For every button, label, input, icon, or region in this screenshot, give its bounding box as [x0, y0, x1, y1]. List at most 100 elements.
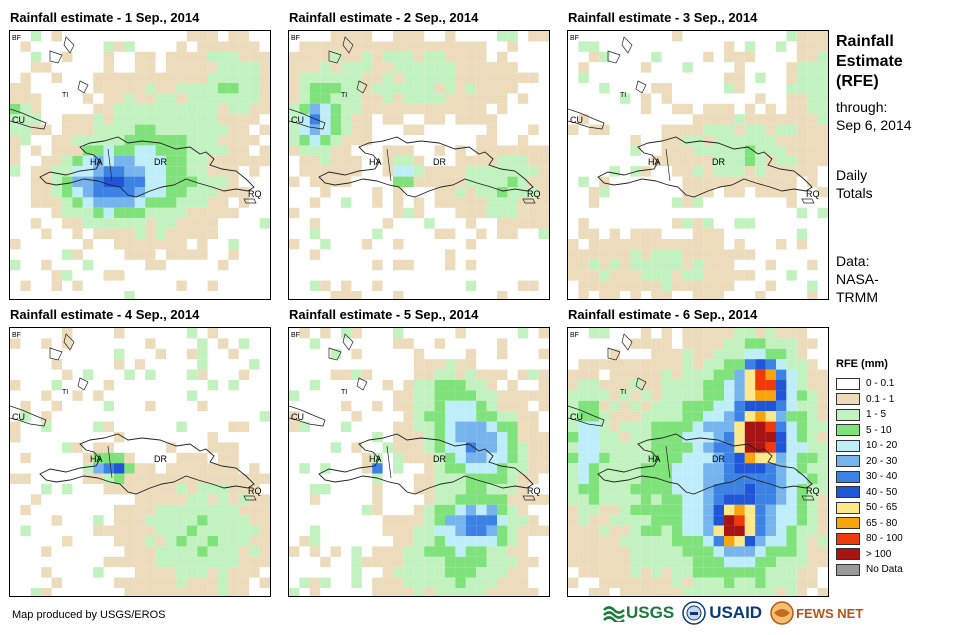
rfe-cell [330, 145, 341, 156]
rfe-cell [755, 536, 766, 547]
rfe-cell [713, 270, 724, 281]
rfe-cell [197, 359, 208, 370]
rfe-cell [372, 228, 383, 239]
rfe-cell [238, 187, 250, 198]
map-label-ti: TI [341, 389, 347, 396]
rfe-cell [445, 463, 456, 474]
rfe-cell [218, 338, 229, 349]
rfe-cell [517, 494, 529, 505]
rfe-cell [372, 187, 383, 198]
rfe-cell [692, 556, 704, 568]
rfe-cell [817, 421, 828, 432]
rfe-cell [703, 390, 714, 401]
rfe-cell [434, 463, 445, 474]
rfe-cell [630, 411, 641, 422]
rfe-cell [145, 83, 156, 94]
rfe-cell [124, 103, 135, 115]
rfe-cell [413, 176, 425, 187]
rfe-cell [744, 124, 756, 135]
rfe-cell [713, 588, 724, 596]
rfe-cell [197, 114, 208, 125]
rfe-cell [786, 103, 797, 115]
rfe-cell [218, 556, 229, 568]
rfe-cell [734, 380, 745, 391]
rfe-cell [672, 536, 683, 547]
rfe-cell [786, 577, 797, 588]
rfe-cell [424, 588, 435, 596]
rfe-cell [134, 525, 146, 536]
rfe-cell [517, 207, 529, 219]
rfe-cell [228, 83, 239, 94]
rfe-cell [155, 567, 166, 578]
rfe-cell [609, 369, 620, 380]
bahamas-coastline [621, 36, 633, 54]
rfe-cell [382, 442, 393, 453]
rfe-cell [351, 83, 362, 94]
rfe-cell [351, 62, 362, 73]
rfe-cell [82, 187, 94, 198]
rfe-cell [393, 525, 404, 536]
rfe-cell [413, 369, 425, 380]
rfe-cell [817, 114, 828, 125]
rfe-cell [497, 338, 508, 349]
rfe-cell [807, 166, 818, 177]
rfe-cell [817, 155, 828, 167]
rfe-cell [361, 103, 373, 115]
rfe-cell [259, 515, 270, 526]
rfe-cell [497, 369, 508, 380]
rfe-cell [476, 567, 487, 578]
rfe-cell [197, 525, 208, 536]
panel-title: Rainfall estimate - 4 Sep., 2014 [10, 307, 200, 322]
rfe-cell [703, 463, 714, 474]
rfe-cell [176, 83, 187, 94]
rfe-cell [507, 62, 518, 73]
rfe-cell [599, 239, 610, 250]
rfe-cell [817, 31, 828, 42]
rfe-cell [578, 249, 589, 260]
rfe-cell [445, 411, 456, 422]
rfe-cell [114, 197, 125, 208]
rfe-cell [692, 135, 704, 146]
rfe-cell [445, 577, 456, 588]
rfe-cell [796, 31, 808, 42]
rfe-cell [630, 484, 641, 495]
rfe-cell [72, 197, 83, 208]
rfe-cell [755, 400, 766, 412]
bahamas-coastline [63, 36, 75, 54]
rfe-cell [434, 556, 445, 568]
rfe-cell [682, 166, 693, 177]
rfe-cell [124, 473, 135, 484]
rfe-cell [476, 421, 487, 432]
rfe-cell [755, 442, 766, 453]
rfe-cell [155, 228, 166, 239]
rfe-cell [765, 484, 776, 495]
rfe-cell [599, 567, 610, 578]
rfe-cell [588, 588, 600, 596]
rfe-cell [320, 463, 331, 474]
haiti-dr-border [107, 148, 113, 182]
rfe-cell [796, 400, 808, 412]
rfe-cell [320, 72, 331, 83]
rfe-cell [413, 62, 425, 73]
rfe-cell [207, 103, 218, 115]
rfe-cell [786, 348, 797, 360]
rfe-cell [445, 556, 456, 568]
rfe-cell [330, 83, 341, 94]
rfe-cell [330, 41, 341, 52]
rfe-cell [476, 369, 487, 380]
rfe-cell [538, 525, 549, 536]
rfe-cell [103, 62, 114, 73]
rfe-cell [51, 400, 62, 412]
rfe-cell [20, 114, 31, 125]
rfe-cell [817, 124, 828, 135]
rfe-cell [62, 135, 73, 146]
rfe-cell [661, 280, 672, 291]
rfe-cell [445, 176, 456, 187]
rfe-cell [724, 124, 735, 135]
rfe-cell [249, 556, 260, 568]
rfe-cell [218, 567, 229, 578]
rfe-cell [424, 463, 435, 474]
rfe-cell [145, 473, 156, 484]
rfe-cell [413, 577, 425, 588]
rfe-cell [609, 291, 620, 299]
